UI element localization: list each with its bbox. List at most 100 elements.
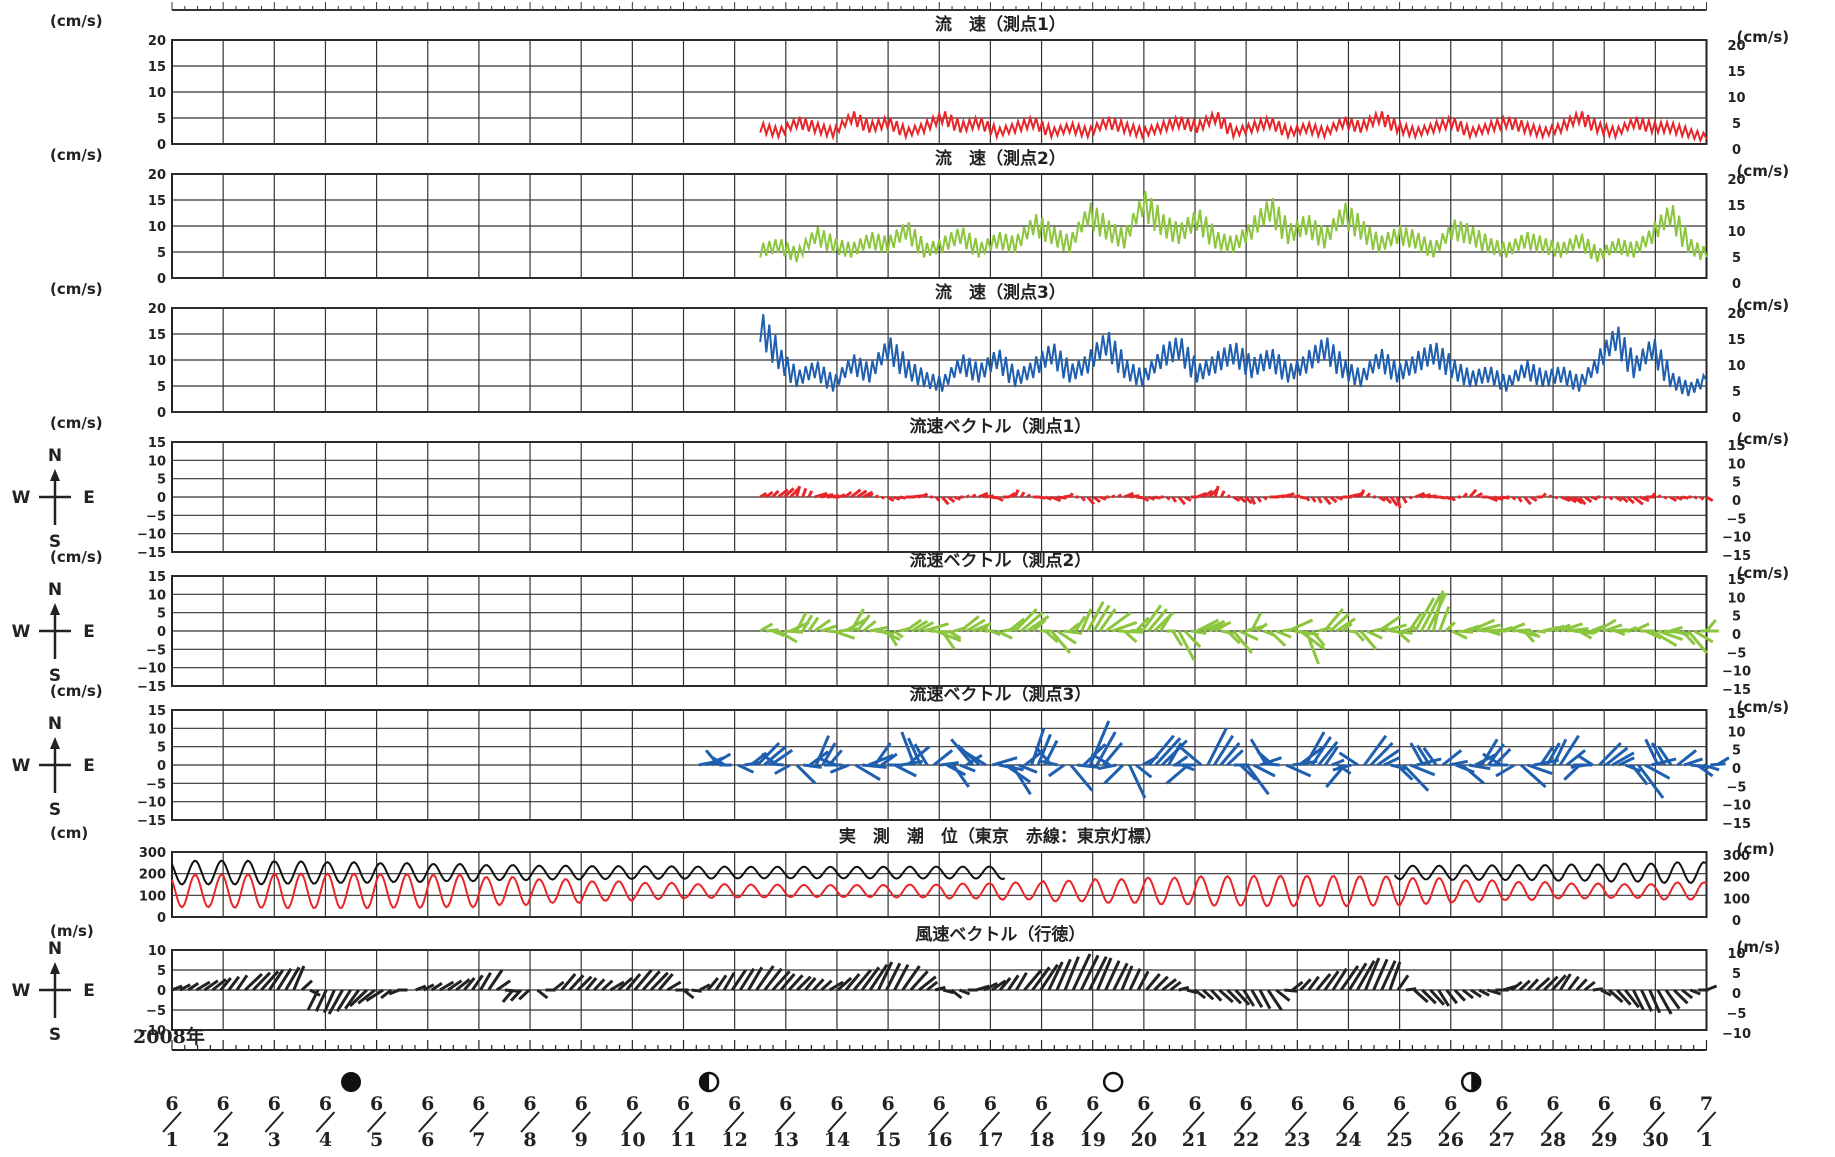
vector-stick xyxy=(666,980,682,992)
vector-stick xyxy=(1408,495,1413,500)
vector-stick xyxy=(1663,495,1668,500)
date-slash xyxy=(776,1111,796,1133)
left-tick-label: 15 xyxy=(148,328,166,343)
right-tick-label: −10 xyxy=(1722,665,1751,680)
vector-stick xyxy=(1523,496,1532,506)
vector-stick xyxy=(1086,496,1096,506)
vector-stick xyxy=(1545,742,1561,766)
vector-stick xyxy=(1687,630,1708,654)
vector-stick xyxy=(1238,495,1247,504)
vector-stick xyxy=(1153,611,1175,633)
vector-stick xyxy=(1676,749,1698,767)
vector-stick xyxy=(1256,622,1268,633)
panel-title: 流速ベクトル（測点2） xyxy=(909,550,1091,571)
vector-stick xyxy=(958,988,971,996)
vector-stick xyxy=(907,737,923,766)
left-tick-label: 10 xyxy=(148,944,166,959)
year-label: 2008年 xyxy=(133,1025,205,1048)
date-day: 8 xyxy=(523,1129,536,1151)
vector-stick xyxy=(1575,978,1588,992)
vector-stick xyxy=(1323,496,1332,506)
vector-stick xyxy=(1123,491,1134,499)
vector-stick xyxy=(861,763,887,769)
vector-stick xyxy=(996,495,1004,502)
vector-stick xyxy=(747,966,764,991)
right-tick-label: 0 xyxy=(1732,143,1741,158)
date-label: 6 16 xyxy=(926,1093,952,1151)
date-month: 6 xyxy=(1035,1093,1048,1115)
vector-stick xyxy=(1007,974,1020,991)
vector-stick xyxy=(1071,953,1092,991)
vector-stick xyxy=(1159,615,1172,632)
date-day: 15 xyxy=(875,1129,901,1151)
date-slash xyxy=(1492,1111,1512,1133)
vector-stick xyxy=(922,492,929,498)
series-line xyxy=(759,190,1708,263)
vector-stick xyxy=(1177,496,1187,506)
right-tick-label: 10 xyxy=(1727,91,1745,106)
vector-stick xyxy=(1551,974,1567,992)
vector-stick xyxy=(1657,494,1662,499)
vector-stick xyxy=(1141,604,1163,632)
vector-stick xyxy=(171,984,183,992)
vector-stick xyxy=(1675,495,1683,501)
vector-stick xyxy=(691,988,702,993)
vector-stick xyxy=(423,983,435,992)
vector-stick xyxy=(1705,984,1718,992)
vector-stick xyxy=(1378,495,1386,502)
date-day: 1 xyxy=(1700,1129,1713,1151)
date-day: 3 xyxy=(268,1129,281,1151)
vector-stick xyxy=(1264,762,1280,767)
right-tick-label: 0 xyxy=(1732,628,1741,643)
vector-stick xyxy=(1438,606,1451,632)
date-month: 7 xyxy=(1700,1093,1713,1115)
vector-stick xyxy=(807,616,820,632)
vector-stick xyxy=(1323,745,1339,766)
vector-stick xyxy=(1527,763,1553,776)
tide-line-1 xyxy=(171,872,1708,910)
right-tick-label: 0 xyxy=(1732,987,1741,1002)
date-slash xyxy=(1338,1111,1359,1133)
vector-stick xyxy=(1147,495,1156,501)
vector-stick xyxy=(1437,989,1450,1007)
vector-stick xyxy=(1409,742,1425,766)
vector-stick xyxy=(814,735,830,766)
vector-stick xyxy=(536,988,549,1000)
last-quarter-icon xyxy=(1460,1071,1482,1093)
vector-stick xyxy=(856,489,868,499)
compass-e: E xyxy=(83,488,95,508)
vector-stick xyxy=(942,988,954,995)
left-tick-label: 10 xyxy=(148,354,166,369)
vector-stick xyxy=(617,976,633,992)
date-day: 4 xyxy=(319,1129,332,1151)
date-label: 65 xyxy=(366,1093,387,1151)
date-month: 6 xyxy=(933,1093,946,1115)
right-tick-label: 5 xyxy=(1732,385,1741,400)
vector-stick xyxy=(900,731,916,766)
date-slash xyxy=(724,1111,745,1133)
date-month: 6 xyxy=(779,1093,792,1115)
date-day: 21 xyxy=(1182,1129,1208,1151)
left-tick-label: 10 xyxy=(148,588,166,603)
vector-stick xyxy=(836,976,853,992)
vector-stick xyxy=(1186,988,1198,995)
vector-stick xyxy=(1432,590,1445,632)
vector-stick xyxy=(1592,987,1604,992)
date-day: 7 xyxy=(472,1129,485,1151)
vector-stick xyxy=(1010,764,1032,796)
date-slash xyxy=(264,1111,285,1133)
left-tick-label: −15 xyxy=(137,680,166,695)
left-tick-label: 5 xyxy=(157,964,166,979)
date-label: 66 xyxy=(418,1093,438,1151)
date-label: 71 xyxy=(1696,1093,1717,1151)
vector-stick xyxy=(990,629,1001,637)
left-tick-label: −5 xyxy=(146,643,166,658)
vector-stick xyxy=(1420,594,1442,632)
vector-stick xyxy=(211,978,227,992)
vector-stick xyxy=(1656,989,1673,1015)
vector-stick xyxy=(380,988,393,1000)
vector-stick xyxy=(1226,988,1242,1005)
vector-stick xyxy=(862,620,877,633)
vector-stick xyxy=(704,749,720,766)
vector-stick xyxy=(1305,496,1311,502)
